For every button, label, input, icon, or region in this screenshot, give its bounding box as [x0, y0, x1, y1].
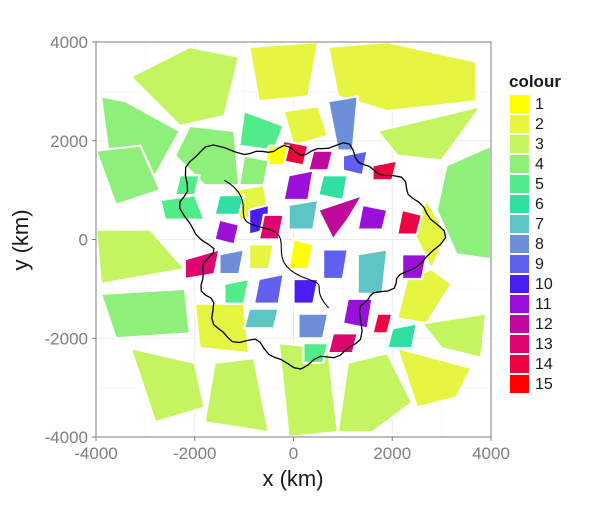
cell-colour-1 — [287, 238, 315, 271]
cell-colour-2 — [248, 40, 320, 103]
cell-colour-3 — [129, 347, 206, 424]
plot-border — [95, 41, 492, 438]
cell-colour-9 — [322, 248, 349, 281]
legend-swatch-12 — [510, 315, 529, 333]
legend-label-8: 8 — [535, 236, 544, 253]
legend-label-9: 9 — [535, 256, 544, 273]
x-tick-label: -4000 — [74, 444, 117, 463]
cell-colour-11 — [341, 297, 374, 330]
legend-label-5: 5 — [535, 176, 544, 193]
legend-label-12: 12 — [535, 316, 553, 333]
cells-layer — [94, 40, 493, 439]
legend-swatch-6 — [510, 195, 529, 213]
cell-colour-7 — [243, 307, 280, 330]
cell-colour-14 — [396, 208, 423, 236]
cell-colour-11 — [356, 203, 389, 231]
x-tick-label: 2000 — [373, 444, 411, 463]
legend-swatch-13 — [510, 335, 529, 353]
axes: -4000 -2000 0 2000 4000 -4000 -2000 0 2000 4000 — [45, 33, 510, 463]
legend-label-3: 3 — [535, 136, 544, 153]
cell-colour-2 — [396, 268, 453, 325]
y-axis-title: y (km) — [8, 209, 33, 270]
cell-colour-4 — [173, 124, 241, 187]
legend-label-7: 7 — [535, 216, 544, 233]
cell-colour-7 — [287, 198, 320, 231]
cell-colour-5 — [223, 277, 251, 305]
x-tick-label: -2000 — [173, 444, 216, 463]
cell-colour-3 — [129, 45, 241, 128]
cell-colour-6 — [213, 194, 246, 216]
legend-label-10: 10 — [535, 276, 553, 293]
cell-colour-6 — [386, 322, 418, 350]
x-tick-label: 0 — [289, 444, 298, 463]
cell-colour-11 — [401, 253, 428, 281]
cell-colour-3 — [336, 352, 414, 434]
cell-colour-2 — [248, 243, 275, 271]
coastline-path — [179, 142, 447, 370]
legend-label-6: 6 — [535, 196, 544, 213]
cell-colour-10 — [292, 277, 320, 305]
legend-title: colour — [509, 72, 561, 91]
legend-swatch-14 — [510, 355, 529, 373]
legend-swatch-10 — [510, 275, 529, 293]
y-tick-label: -4000 — [45, 428, 88, 447]
legend-swatch-11 — [510, 295, 529, 313]
legend-swatch-9 — [510, 255, 529, 273]
cell-colour-4 — [435, 144, 493, 261]
cell-colour-6 — [317, 174, 349, 202]
cell-colour-9 — [341, 149, 369, 177]
legend-swatch-1 — [510, 95, 529, 113]
x-axis-title: x (km) — [262, 466, 323, 491]
cell-colour-13 — [327, 332, 359, 355]
legend-swatch-7 — [510, 215, 529, 233]
legend-label-4: 4 — [535, 156, 544, 173]
inner-coastline-path — [224, 179, 330, 309]
cell-colour-11 — [213, 218, 241, 246]
cell-colour-14 — [371, 312, 394, 335]
coastline-outline — [179, 142, 447, 370]
legend-swatch-15 — [510, 375, 529, 393]
cell-colour-9 — [252, 273, 285, 305]
cell-colour-5 — [302, 342, 330, 364]
y-tick-label: 4000 — [50, 33, 88, 52]
cell-colour-4 — [99, 287, 191, 340]
cell-colour-4 — [238, 154, 270, 187]
legend-label-1: 1 — [535, 96, 544, 113]
cell-colour-7 — [356, 248, 389, 295]
cell-colour-11 — [282, 169, 315, 202]
x-tick-label: 4000 — [472, 444, 510, 463]
legend-swatch-2 — [510, 115, 529, 133]
legend-label-14: 14 — [535, 356, 553, 373]
legend-swatch-5 — [510, 175, 529, 193]
y-tick-label: -2000 — [45, 329, 88, 348]
legend-label-11: 11 — [535, 296, 552, 313]
legend-label-13: 13 — [535, 336, 553, 353]
cell-colour-12 — [317, 194, 364, 241]
cell-colour-13 — [183, 248, 221, 281]
legend-label-2: 2 — [535, 116, 544, 133]
cell-colour-3 — [420, 312, 488, 360]
cell-colour-8 — [218, 248, 246, 276]
y-tick-label: 2000 — [50, 132, 88, 151]
cell-colour-13 — [257, 213, 285, 241]
cell-colour-2 — [193, 302, 251, 355]
cell-colour-8 — [297, 312, 330, 340]
cell-colour-4 — [94, 144, 162, 206]
cell-colour-12 — [307, 149, 335, 172]
y-tick-label: 0 — [79, 231, 88, 250]
legend-swatch-3 — [510, 135, 529, 153]
cell-colour-3 — [203, 356, 270, 434]
cell-colour-2 — [282, 105, 330, 147]
legend-label-15: 15 — [535, 376, 553, 393]
legend-swatch-4 — [510, 155, 529, 173]
cell-colour-2 — [396, 347, 473, 409]
cell-colour-3 — [376, 105, 483, 162]
legend-swatch-8 — [510, 235, 529, 253]
